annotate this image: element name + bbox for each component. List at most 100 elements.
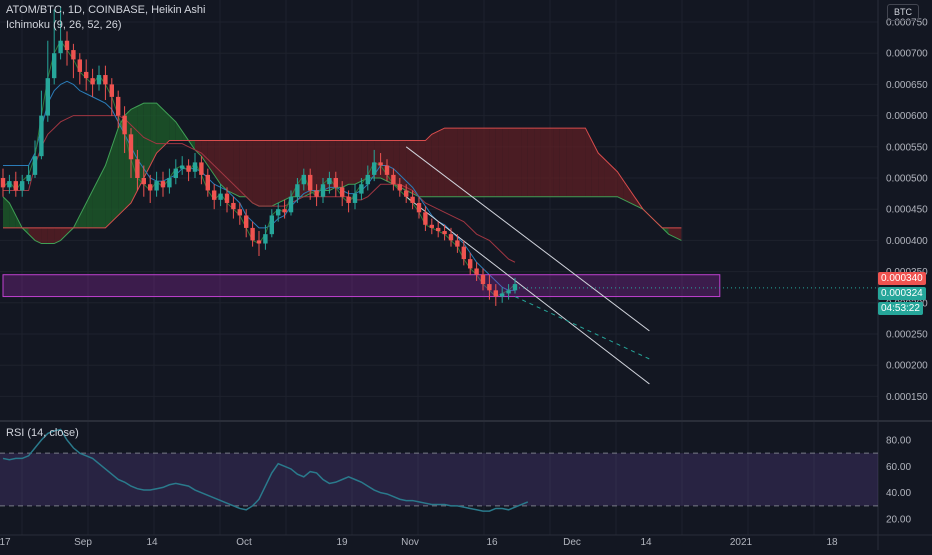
ichimoku-cloud-segment: [9, 202, 16, 228]
ichimoku-cloud-segment: [28, 227, 35, 241]
ichimoku-cloud-segment: [527, 128, 535, 197]
candle-body: [436, 227, 441, 232]
ichimoku-cloud-segment: [92, 178, 99, 228]
ichimoku-cloud-segment: [348, 140, 355, 185]
price-axis-tick-label: 0.000600: [886, 111, 928, 122]
candle-body: [512, 284, 518, 291]
candle-body: [365, 174, 370, 185]
candle-body: [71, 50, 76, 60]
time-axis-tick-label: Nov: [401, 537, 419, 548]
ichimoku-cloud-segment: [547, 128, 554, 197]
candle-body: [352, 193, 358, 203]
candle-body: [301, 174, 306, 185]
candle-body: [397, 184, 402, 191]
ichimoku-cloud-segment: [419, 140, 426, 197]
candle-body: [58, 40, 63, 54]
rsi-axis-tick-label: 80.00: [886, 436, 911, 447]
candle-body: [7, 181, 12, 188]
ichimoku-legend[interactable]: Ichimoku (9, 26, 52, 26): [6, 19, 122, 31]
ichimoku-cloud-segment: [515, 128, 522, 197]
ichimoku-cloud-segment: [617, 171, 624, 200]
candle-body: [96, 75, 102, 85]
rsi-line: [2, 428, 529, 512]
candle-body: [295, 184, 300, 197]
ichimoku-cloud-segment: [131, 106, 138, 203]
candle-body: [346, 196, 351, 203]
candle-body: [250, 227, 255, 241]
candle-body: [372, 162, 377, 175]
ichimoku-cloud-segment: [553, 128, 560, 197]
ichimoku-cloud-segment: [335, 140, 343, 188]
candle-body: [263, 234, 268, 244]
ichimoku-cloud-segment: [412, 140, 419, 197]
candle-body: [282, 209, 287, 213]
candle-body: [416, 202, 422, 213]
ichimoku-cloud-segment: [220, 140, 227, 191]
price-axis-tick-label: 0.000500: [886, 174, 928, 185]
candle-body: [455, 240, 460, 247]
candle-body: [64, 40, 70, 51]
ichimoku-cloud-segment: [150, 103, 157, 166]
price-axis-tick-label: 0.000750: [886, 18, 928, 29]
ichimoku-cloud-segment: [195, 140, 202, 157]
ichimoku-cloud-segment: [521, 128, 528, 197]
candle-body: [90, 78, 95, 85]
ichimoku-cloud-segment: [54, 227, 61, 244]
candle-body: [32, 156, 38, 175]
ichimoku-cloud-segment: [598, 153, 605, 197]
rsi-legend[interactable]: RSI (14, close): [6, 427, 79, 439]
candle-body: [276, 209, 281, 216]
time-axis-tick-label: 19: [336, 537, 348, 548]
ichimoku-cloud-segment: [483, 128, 490, 197]
ichimoku-cloud-segment: [457, 128, 464, 197]
candle-body: [180, 165, 185, 169]
candle-body: [199, 162, 204, 175]
candle-body: [340, 187, 345, 197]
ichimoku-cloud-segment: [278, 140, 285, 203]
candle-body: [103, 75, 108, 85]
candle-body: [500, 293, 505, 297]
ichimoku-cloud-segment: [572, 128, 579, 197]
candle-body: [154, 181, 159, 191]
ichimoku-cloud-segment: [463, 128, 471, 197]
ichimoku-cloud-segment: [489, 128, 496, 197]
ichimoku-cloud-segment: [118, 115, 125, 216]
support-zone: [2, 274, 721, 298]
candle-body: [20, 181, 25, 191]
candle-body: [493, 290, 498, 297]
time-axis-tick-label: 16: [486, 537, 498, 548]
ichimoku-cloud-segment: [585, 128, 592, 197]
ichimoku-cloud-segment: [99, 165, 106, 228]
ichimoku-cloud-segment: [425, 134, 432, 197]
candle-body: [212, 190, 217, 200]
ichimoku-cloud-segment: [316, 140, 323, 191]
candle-body: [423, 212, 428, 225]
candle-body: [308, 174, 313, 191]
ichimoku-cloud-segment: [259, 140, 266, 207]
time-axis-tick-label: 2021: [730, 537, 753, 548]
candle-body: [237, 209, 242, 216]
symbol-legend[interactable]: ATOM/BTC, 1D, COINBASE, Heikin Ashi: [6, 4, 206, 16]
ichimoku-cloud-segment: [143, 103, 151, 178]
ichimoku-cloud-segment: [444, 128, 451, 197]
candle-body: [0, 178, 6, 188]
ichimoku-cloud-segment: [534, 128, 541, 197]
time-axis-tick-label: 14: [146, 537, 158, 548]
ichimoku-cloud-segment: [252, 140, 259, 207]
rsi-axis-tick-label: 20.00: [886, 515, 911, 526]
candle-body: [461, 246, 466, 260]
rsi-axis-tick-label: 40.00: [886, 488, 911, 499]
candle-body: [205, 174, 210, 191]
currency-badge[interactable]: BTC: [887, 4, 919, 21]
ichimoku-cloud-segment: [227, 140, 234, 194]
candle-body: [506, 290, 511, 294]
rsi-band-fill: [0, 453, 878, 506]
ichimoku-cloud-segment: [201, 140, 208, 166]
ichimoku-cloud-segment: [105, 146, 112, 228]
price-axis-tick-label: 0.000150: [886, 392, 928, 403]
ichimoku-cloud-segment: [355, 140, 362, 185]
base-line: [3, 115, 516, 263]
candle-body: [26, 174, 31, 182]
